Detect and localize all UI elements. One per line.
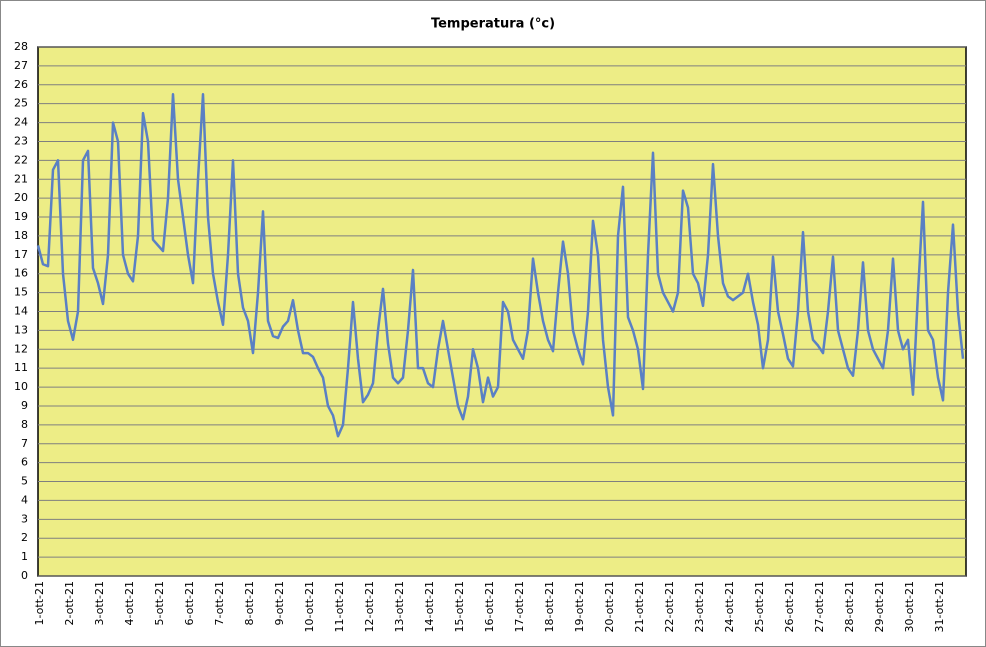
chart-title: Temperatura (°c) (431, 17, 555, 32)
x-tick-label: 23-ott-21 (693, 581, 706, 633)
y-tick-label: 28 (14, 40, 28, 53)
x-tick-label: 29-ott-21 (873, 581, 886, 633)
x-tick-label: 9-ott-21 (273, 581, 286, 626)
x-tick-label: 13-ott-21 (393, 581, 406, 633)
y-tick-label: 21 (14, 172, 28, 185)
x-tick-label: 17-ott-21 (513, 581, 526, 633)
y-tick-label: 13 (14, 323, 28, 336)
y-tick-label: 15 (14, 286, 28, 299)
x-tick-label: 21-ott-21 (633, 581, 646, 633)
x-tick-label: 20-ott-21 (603, 581, 616, 633)
y-tick-label: 4 (21, 493, 28, 506)
y-tick-label: 5 (21, 475, 28, 488)
x-tick-label: 30-ott-21 (903, 581, 916, 633)
y-tick-label: 24 (14, 116, 28, 129)
x-tick-label: 1-ott-21 (33, 581, 46, 626)
x-tick-label: 7-ott-21 (213, 581, 226, 626)
x-tick-label: 19-ott-21 (573, 581, 586, 633)
y-tick-label: 17 (14, 248, 28, 261)
x-tick-label: 22-ott-21 (663, 581, 676, 633)
x-tick-label: 14-ott-21 (423, 581, 436, 633)
y-tick-label: 16 (14, 267, 28, 280)
x-tick-label: 4-ott-21 (123, 581, 136, 626)
x-tick-label: 24-ott-21 (723, 581, 736, 633)
y-tick-label: 18 (14, 229, 28, 242)
x-tick-label: 16-ott-21 (483, 581, 496, 633)
x-tick-label: 2-ott-21 (63, 581, 76, 626)
x-tick-label: 10-ott-21 (303, 581, 316, 633)
y-tick-label: 10 (14, 380, 28, 393)
x-tick-label: 27-ott-21 (813, 581, 826, 633)
x-tick-label: 12-ott-21 (363, 581, 376, 633)
y-tick-label: 14 (14, 305, 28, 318)
x-tick-label: 6-ott-21 (183, 581, 196, 626)
y-tick-label: 26 (14, 78, 28, 91)
y-tick-label: 20 (14, 191, 28, 204)
y-tick-label: 0 (21, 569, 28, 582)
y-tick-label: 1 (21, 550, 28, 563)
y-tick-label: 7 (21, 437, 28, 450)
x-tick-label: 15-ott-21 (453, 581, 466, 633)
y-tick-label: 11 (14, 361, 28, 374)
y-tick-label: 22 (14, 153, 28, 166)
x-tick-label: 11-ott-21 (333, 581, 346, 633)
y-tick-label: 3 (21, 512, 28, 525)
x-tick-label: 31-ott-21 (933, 581, 946, 633)
y-tick-label: 2 (21, 531, 28, 544)
y-tick-label: 9 (21, 399, 28, 412)
y-tick-label: 19 (14, 210, 28, 223)
y-tick-label: 27 (14, 59, 28, 72)
x-tick-label: 26-ott-21 (783, 581, 796, 633)
y-tick-label: 25 (14, 97, 28, 110)
x-tick-label: 25-ott-21 (753, 581, 766, 633)
x-tick-label: 8-ott-21 (243, 581, 256, 626)
x-tick-label: 3-ott-21 (93, 581, 106, 626)
temperature-line (36, 92, 965, 438)
y-tick-label: 12 (14, 342, 28, 355)
y-tick-label: 8 (21, 418, 28, 431)
y-tick-label: 23 (14, 134, 28, 147)
x-tick-label: 28-ott-21 (843, 581, 856, 633)
x-tick-label: 5-ott-21 (153, 581, 166, 626)
x-tick-label: 18-ott-21 (543, 581, 556, 633)
y-tick-label: 6 (21, 456, 28, 469)
